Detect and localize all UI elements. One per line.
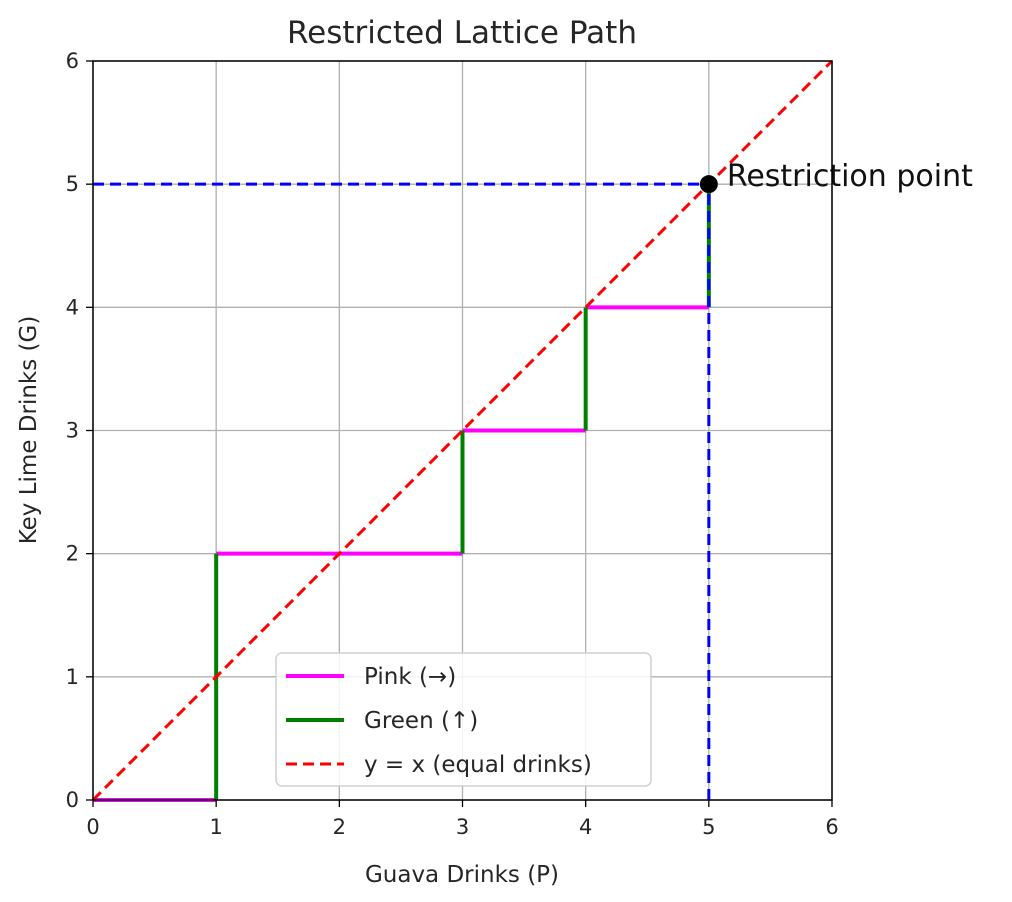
y-tick-label: 1 xyxy=(66,665,79,689)
legend-entry-label: Pink (→) xyxy=(364,664,456,690)
axis-ticks: 0 1 2 3 4 5 6 0 1 2 3 4 5 6 xyxy=(66,49,839,839)
legend-box xyxy=(275,652,652,787)
y-tick-label: 0 xyxy=(66,788,79,812)
x-tick-label: 2 xyxy=(333,815,346,839)
x-tick-label: 1 xyxy=(209,815,222,839)
y-axis-label: Key Lime Drinks (G) xyxy=(16,316,42,545)
y-tick-label: 4 xyxy=(66,295,79,319)
legend: Pink (→) Green (↑) y = x (equal drinks) xyxy=(275,652,652,787)
x-tick-label: 0 xyxy=(86,815,99,839)
x-tick-label: 4 xyxy=(579,815,592,839)
legend-entry-label: y = x (equal drinks) xyxy=(364,752,592,778)
restriction-point-marker xyxy=(699,175,718,194)
plot-series: Restriction point xyxy=(91,59,973,802)
x-axis-label: Guava Drinks (P) xyxy=(365,862,559,888)
y-tick-label: 5 xyxy=(66,172,79,196)
x-tick-label: 5 xyxy=(702,815,715,839)
restriction-point-label: Restriction point xyxy=(727,159,973,194)
y-tick-label: 2 xyxy=(66,542,79,566)
y-tick-label: 3 xyxy=(66,419,79,443)
chart-title: Restricted Lattice Path xyxy=(287,15,637,51)
y-tick-label: 6 xyxy=(66,49,79,73)
x-tick-label: 6 xyxy=(825,815,838,839)
legend-entry-label: Green (↑) xyxy=(364,708,478,734)
x-tick-label: 3 xyxy=(456,815,469,839)
